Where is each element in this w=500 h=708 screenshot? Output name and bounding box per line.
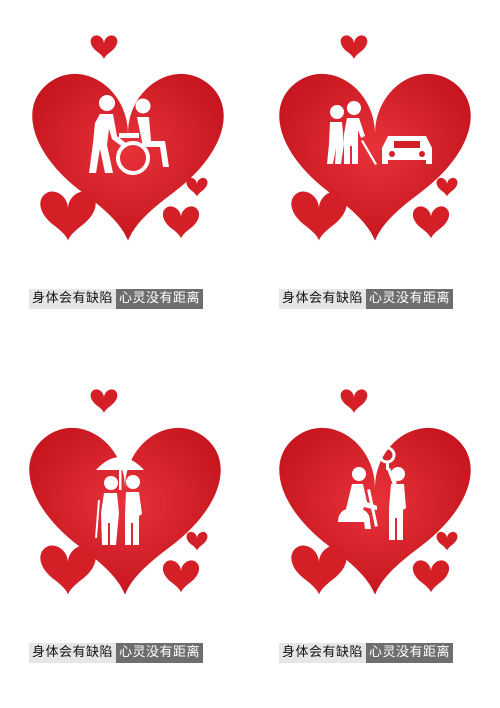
small-heart-icon <box>40 545 96 595</box>
umbrella-cane-icon <box>95 457 144 545</box>
small-heart-icon <box>340 389 368 413</box>
small-heart-icon <box>40 191 96 241</box>
caption-left: 身体会有缺陷 <box>279 289 367 309</box>
caption: 身体会有缺陷 心灵没有距离 <box>279 289 454 309</box>
small-heart-icon <box>340 35 368 59</box>
small-heart-icon <box>162 206 200 239</box>
small-heart-icon <box>291 545 347 595</box>
panel-2-art <box>279 35 471 241</box>
caption: 身体会有缺陷 心灵没有距离 <box>29 643 204 663</box>
caption-right: 心灵没有距离 <box>366 289 454 309</box>
small-heart-icon <box>412 206 450 239</box>
small-heart-icon <box>186 531 208 551</box>
small-heart-icon <box>162 560 200 593</box>
caption: 身体会有缺陷 心灵没有距离 <box>29 289 204 309</box>
caption-left: 身体会有缺陷 <box>279 643 367 663</box>
small-heart-icon <box>436 177 458 197</box>
caption-right: 心灵没有距离 <box>366 643 454 663</box>
small-heart-icon <box>412 560 450 593</box>
panel-4: 身体会有缺陷 心灵没有距离 <box>250 354 500 708</box>
caption-right: 心灵没有距离 <box>116 289 204 309</box>
caption: 身体会有缺陷 心灵没有距离 <box>279 643 454 663</box>
caption-left: 身体会有缺陷 <box>29 643 117 663</box>
blind-guide-car-icon <box>327 101 432 165</box>
small-heart-icon <box>90 35 118 59</box>
small-heart-icon <box>291 191 347 241</box>
small-heart-icon <box>90 389 118 413</box>
panel-3-art <box>29 389 221 595</box>
caption-right: 心灵没有距离 <box>116 643 204 663</box>
caption-left: 身体会有缺陷 <box>29 289 117 309</box>
panel-4-art <box>279 389 471 595</box>
small-heart-icon <box>186 177 208 197</box>
panel-1: 身体会有缺陷 心灵没有距离 <box>0 0 250 354</box>
small-heart-icon <box>436 531 458 551</box>
panel-3: 身体会有缺陷 心灵没有距离 <box>0 354 250 708</box>
wheelchair-assist-icon <box>89 95 169 175</box>
panel-2: 身体会有缺陷 心灵没有距离 <box>250 0 500 354</box>
panel-1-art <box>32 35 224 241</box>
crutch-bus-handle-icon <box>338 446 406 540</box>
